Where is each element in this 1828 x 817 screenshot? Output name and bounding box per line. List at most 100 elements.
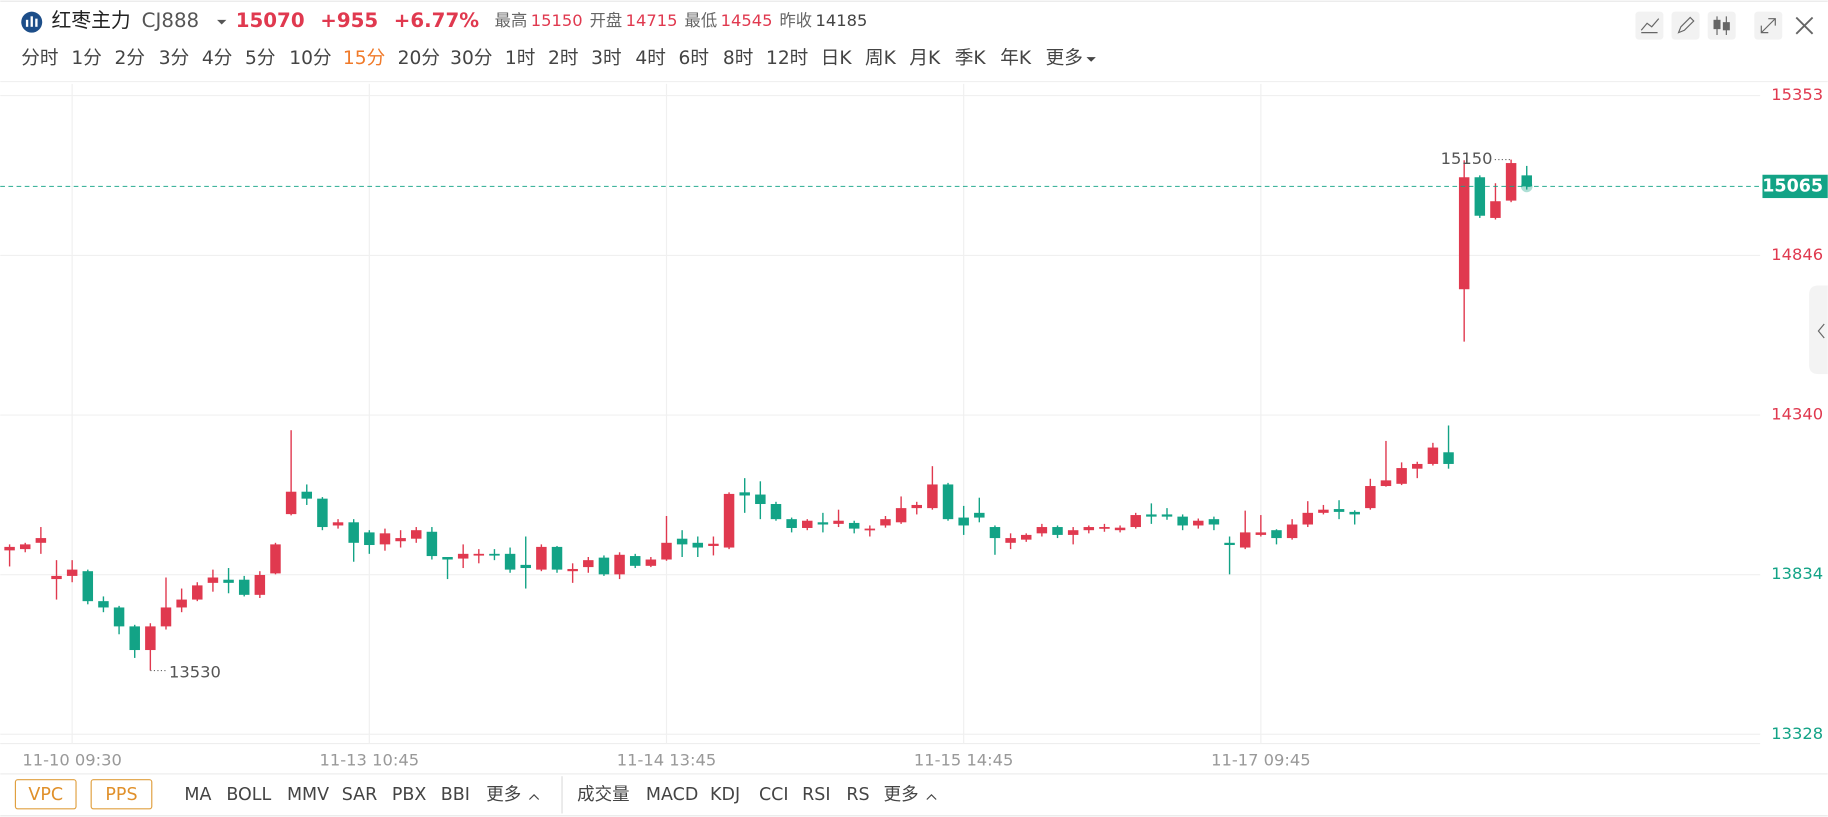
stat-label: 最低 <box>685 10 718 29</box>
sub-more-caret[interactable] <box>926 794 937 800</box>
main-indicator[interactable]: BBI <box>441 785 470 805</box>
candle-body <box>989 527 1001 539</box>
period-tab[interactable]: 3时 <box>591 48 621 69</box>
candle-body <box>551 546 563 570</box>
period-tab[interactable]: 10分 <box>289 48 331 69</box>
main-indicator[interactable]: PBX <box>392 785 427 805</box>
period-tab[interactable]: 2分 <box>114 48 144 69</box>
candle-body <box>520 564 531 569</box>
candle-body <box>1036 527 1048 534</box>
period-tab[interactable]: 日K <box>821 48 853 69</box>
sub-indicator[interactable]: CCI <box>759 785 789 805</box>
tool-icon <box>1722 22 1730 31</box>
stat-label: 开盘 <box>590 10 623 29</box>
y-tick-label: 13328 <box>1771 724 1823 743</box>
period-tab[interactable]: 20分 <box>398 48 440 69</box>
candle-body <box>51 575 62 580</box>
candle-body <box>1161 514 1173 517</box>
main-indicator[interactable]: 更多 <box>486 785 521 805</box>
period-tab[interactable]: 5分 <box>245 48 275 69</box>
candle-body <box>692 542 704 548</box>
period-tab[interactable]: 15分 <box>343 48 385 69</box>
candle-body <box>1224 542 1235 546</box>
main-indicator[interactable]: SAR <box>342 785 378 805</box>
candle-body <box>770 504 782 520</box>
indicator-button[interactable] <box>90 779 153 810</box>
period-tab[interactable]: 年K <box>1000 48 1032 69</box>
candle-body <box>974 512 985 518</box>
stat-label: 最高 <box>495 10 528 29</box>
candle-body <box>1271 530 1282 539</box>
candle-body <box>238 579 250 595</box>
candle-body <box>442 556 453 560</box>
period-tab[interactable]: 6时 <box>679 48 709 69</box>
period-tab[interactable]: 1时 <box>505 48 535 69</box>
main-indicator[interactable]: BOLL <box>226 785 271 805</box>
sub-indicator[interactable]: 更多 <box>884 785 919 805</box>
main-indicator[interactable]: MMV <box>287 785 329 805</box>
period-tab[interactable]: 更多 <box>1046 48 1083 69</box>
sub-indicator[interactable]: 成交量 <box>577 785 629 805</box>
candle-body <box>285 491 297 515</box>
symbol-code[interactable]: CJ888 <box>142 8 199 31</box>
sub-indicator[interactable]: KDJ <box>710 785 740 805</box>
x-tick-label: 11-10 09:30 <box>22 751 122 770</box>
last-price-label: 15065 <box>1762 176 1823 196</box>
candle-body <box>473 553 485 556</box>
period-tab[interactable]: 30分 <box>450 48 492 69</box>
candle-body <box>848 522 860 529</box>
period-tab[interactable]: 季K <box>955 48 987 69</box>
symbol-icon[interactable] <box>21 11 43 33</box>
candle-body <box>661 542 672 560</box>
period-tab[interactable]: 8时 <box>723 48 753 69</box>
candle-body <box>1380 480 1392 487</box>
candle-body <box>1067 530 1079 535</box>
period-tab[interactable]: 分时 <box>21 48 58 69</box>
sub-indicator[interactable]: RS <box>846 785 869 805</box>
symbol-name[interactable]: 红枣主力 <box>52 8 131 31</box>
candle-body <box>708 543 719 546</box>
candle-body <box>4 546 15 551</box>
y-tick-label: 14846 <box>1771 245 1823 264</box>
candle-body <box>145 626 156 651</box>
symbol-dropdown[interactable] <box>217 19 227 25</box>
close-button[interactable] <box>1795 16 1814 35</box>
period-tab[interactable]: 3分 <box>159 48 189 69</box>
candle-body <box>583 560 594 568</box>
sub-indicator[interactable]: RSI <box>802 785 830 805</box>
y-tick-label: 15353 <box>1771 85 1823 104</box>
main-indicator[interactable]: MA <box>184 785 211 805</box>
period-tab[interactable]: 月K <box>909 48 941 69</box>
side-collapse-tab[interactable] <box>1809 285 1828 375</box>
candle-body <box>723 493 735 548</box>
candle-body <box>958 517 969 526</box>
candle-body <box>1505 163 1517 201</box>
candle-body <box>1208 519 1220 525</box>
candle-body <box>129 626 140 651</box>
candle-body <box>1146 514 1157 517</box>
period-more-caret[interactable] <box>1086 57 1096 62</box>
x-tick-label: 11-13 10:45 <box>320 751 420 770</box>
indicator-button-label: PPS <box>105 785 137 805</box>
sub-indicator[interactable]: MACD <box>646 785 698 805</box>
period-tab[interactable]: 12时 <box>766 48 808 69</box>
indicator-button-label: VPC <box>28 785 63 805</box>
period-tab[interactable]: 4分 <box>202 48 232 69</box>
period-tab[interactable]: 2时 <box>548 48 578 69</box>
period-tab[interactable]: 4时 <box>635 48 665 69</box>
main-more-caret[interactable] <box>528 794 540 800</box>
candle-body <box>1020 534 1032 540</box>
candle-body <box>160 607 172 627</box>
period-tab[interactable]: 1分 <box>71 48 101 69</box>
indicator-button[interactable] <box>14 779 77 810</box>
candle-body <box>1255 532 1267 535</box>
tool-button[interactable] <box>1671 11 1700 40</box>
tool-icon <box>1760 18 1776 34</box>
candle-body <box>1427 447 1439 464</box>
candle-body <box>223 579 234 583</box>
tool-button[interactable] <box>1707 11 1736 40</box>
period-tab[interactable]: 周K <box>865 48 897 69</box>
candle-body <box>411 530 422 539</box>
